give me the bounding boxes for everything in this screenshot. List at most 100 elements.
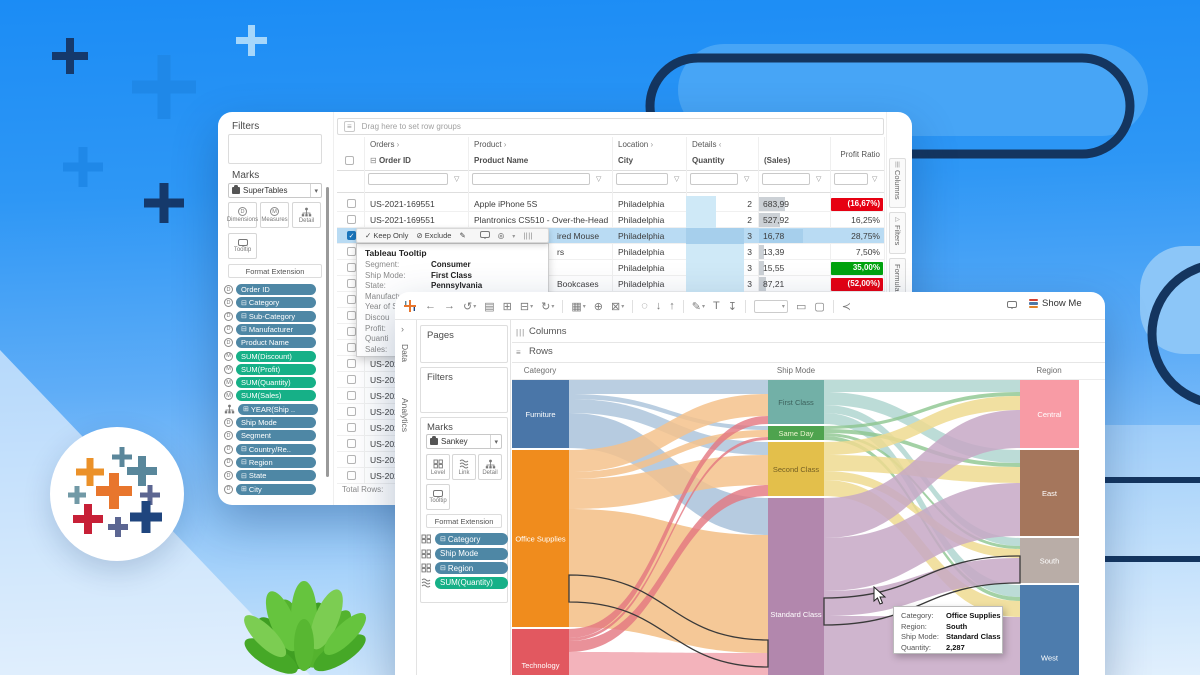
row-checkbox[interactable] [347,439,356,448]
marks-pill[interactable]: SUM(Quantity) [435,576,508,589]
toolbar-pause-auto-updates-icon[interactable]: ⊟ ▾ [519,300,534,313]
collapse-column-icon[interactable]: ⊟ [370,156,379,165]
toolbar-presentation-mode-icon[interactable]: ▢ [814,300,825,313]
table-row[interactable] [337,196,884,212]
sankey-link[interactable] [569,394,768,430]
row-checkbox[interactable] [347,263,356,272]
field-pill[interactable]: SUM(Profit) [236,363,316,375]
field-pill[interactable]: ⊟ Country/Re.. [236,443,316,455]
hierarchy-toggle-icon[interactable]: ⊟ [440,536,446,543]
sankey-node-same-day[interactable] [768,426,824,440]
sankey-link[interactable] [824,392,1020,429]
format-extension-button[interactable]: Format Extension [228,264,322,278]
mark-type-dropdown[interactable]: Sankey ▾ [426,434,502,449]
toolbar-fit-width-icon[interactable]: ▭ [795,300,807,313]
hierarchy-toggle-icon[interactable]: ⊟ [241,446,247,454]
row-checkbox[interactable] [347,471,356,480]
sankey-node-west[interactable] [1020,585,1079,675]
sankey-link[interactable] [824,410,1020,538]
hierarchy-toggle-icon[interactable]: ⊟ [440,565,446,572]
sankey-node-technology[interactable] [512,629,569,675]
row-checkbox[interactable] [347,327,356,336]
show-me-button[interactable]: Show Me [1029,298,1082,309]
column-filter-input[interactable] [834,173,868,185]
column-filter-input[interactable] [690,173,738,185]
marks-button-dimensions[interactable]: D Dimensions [227,202,258,228]
field-pill[interactable]: ⊟ Category [236,297,316,309]
sankey-link[interactable] [824,396,1020,455]
hierarchy-toggle-icon[interactable]: ⊟ [241,472,247,480]
sankey-link[interactable] [824,380,1020,392]
column-filter-input[interactable] [616,173,668,185]
column-header-sales[interactable]: (Sales) [764,156,791,165]
tooltip-button[interactable]: Tooltip [228,233,257,259]
toolbar-highlight-icon[interactable]: ◌ [641,300,648,312]
rows-shelf-label[interactable]: Rows [529,346,553,357]
tab-data[interactable]: Data [400,344,410,362]
tooltip-icon[interactable] [472,231,490,240]
row-checkbox[interactable] [347,247,356,256]
field-pill[interactable]: ⊟ State [236,470,316,482]
group-header-location[interactable]: Location › [618,140,654,149]
filter-funnel-icon[interactable]: ▽ [674,176,680,183]
sankey-node-second-class[interactable] [768,442,824,496]
field-pill[interactable]: ⊟ Region [236,456,316,468]
field-pill[interactable]: ⊞ City [236,483,316,495]
field-pill[interactable]: Segment [236,430,316,442]
marks-button-detail[interactable]: Detail [478,454,502,480]
tooltip-button[interactable]: Tooltip [426,484,450,510]
toolbar-fit-selector[interactable]: ▾ [753,299,788,313]
mark-type-dropdown[interactable]: SuperTables ▾ [228,183,322,198]
row-checkbox[interactable]: ✓ [347,231,356,240]
group-expand-icon[interactable]: › [503,140,507,149]
group-expand-icon[interactable]: › [650,140,654,149]
row-checkbox[interactable] [347,359,356,368]
table-row[interactable] [337,244,884,260]
group-header-product[interactable]: Product › [474,140,507,149]
sankey-node-standard-class[interactable] [768,498,824,675]
toolbar-share-workbook-icon[interactable]: ≺ [841,300,851,313]
toolbar-new-data-source-icon[interactable]: ⊞ [502,300,512,313]
group-expand-icon[interactable]: ‹ [718,140,722,149]
row-checkbox[interactable] [347,199,356,208]
exclude-button[interactable]: ⊘ Exclude [416,231,452,240]
filters-shelf[interactable]: Filters [420,367,508,413]
toolbar-show-mark-labels-icon[interactable]: T [712,300,720,312]
toolbar-fix-axes-icon[interactable]: ↧ [727,300,737,313]
sankey-node-furniture[interactable] [512,380,569,448]
field-pill[interactable]: SUM(Sales) [236,390,316,402]
field-pill[interactable]: Order ID [236,284,316,295]
row-checkbox[interactable] [347,343,356,352]
chevron-down-icon[interactable]: ▾ [310,184,321,197]
row-checkbox[interactable] [347,279,356,288]
column-header-order-id[interactable]: ⊟ Order ID [370,156,411,165]
row-checkbox[interactable] [347,407,356,416]
columns-shelf-label[interactable]: Columns [529,326,567,337]
group-header-details[interactable]: Details ‹ [692,140,722,149]
field-pill[interactable]: SUM(Discount) [236,350,316,362]
field-pill[interactable]: SUM(Quantity) [236,377,316,389]
toolbar-format-workbook-icon[interactable]: ✎ ▾ [691,300,705,313]
toolbar-refresh-icon[interactable]: ↻ ▾ [541,300,555,313]
sankey-link[interactable] [824,483,1020,591]
table-row[interactable] [337,276,884,292]
sankey-link[interactable] [569,455,768,509]
group-expand-icon[interactable]: › [396,140,400,149]
worksheet-tooltip-icon[interactable] [1007,301,1017,309]
row-checkbox[interactable] [347,375,356,384]
sankey-link[interactable] [569,416,768,638]
sankey-link[interactable] [569,437,768,641]
field-pill[interactable]: Ship Mode [236,417,316,428]
filter-funnel-icon[interactable]: ▽ [454,176,460,183]
column-filter-input[interactable] [762,173,810,185]
column-header-quantity[interactable]: Quantity [692,156,725,165]
toolbar-sort-ascending-icon[interactable]: ↓ [655,300,662,312]
sankey-link[interactable] [824,558,1020,616]
side-tab-filters[interactable]: ▷ Filters [889,212,906,254]
sankey-node-office-supplies[interactable] [512,450,569,627]
hierarchy-toggle-icon[interactable]: ⊟ [241,299,247,307]
toolbar-undo-icon[interactable]: ↺ ▾ [463,300,477,313]
collapse-pane-button[interactable]: › [401,324,404,334]
column-header-profit-ratio[interactable]: Profit Ratio [840,150,880,159]
sankey-highlighted-link[interactable] [568,574,769,668]
